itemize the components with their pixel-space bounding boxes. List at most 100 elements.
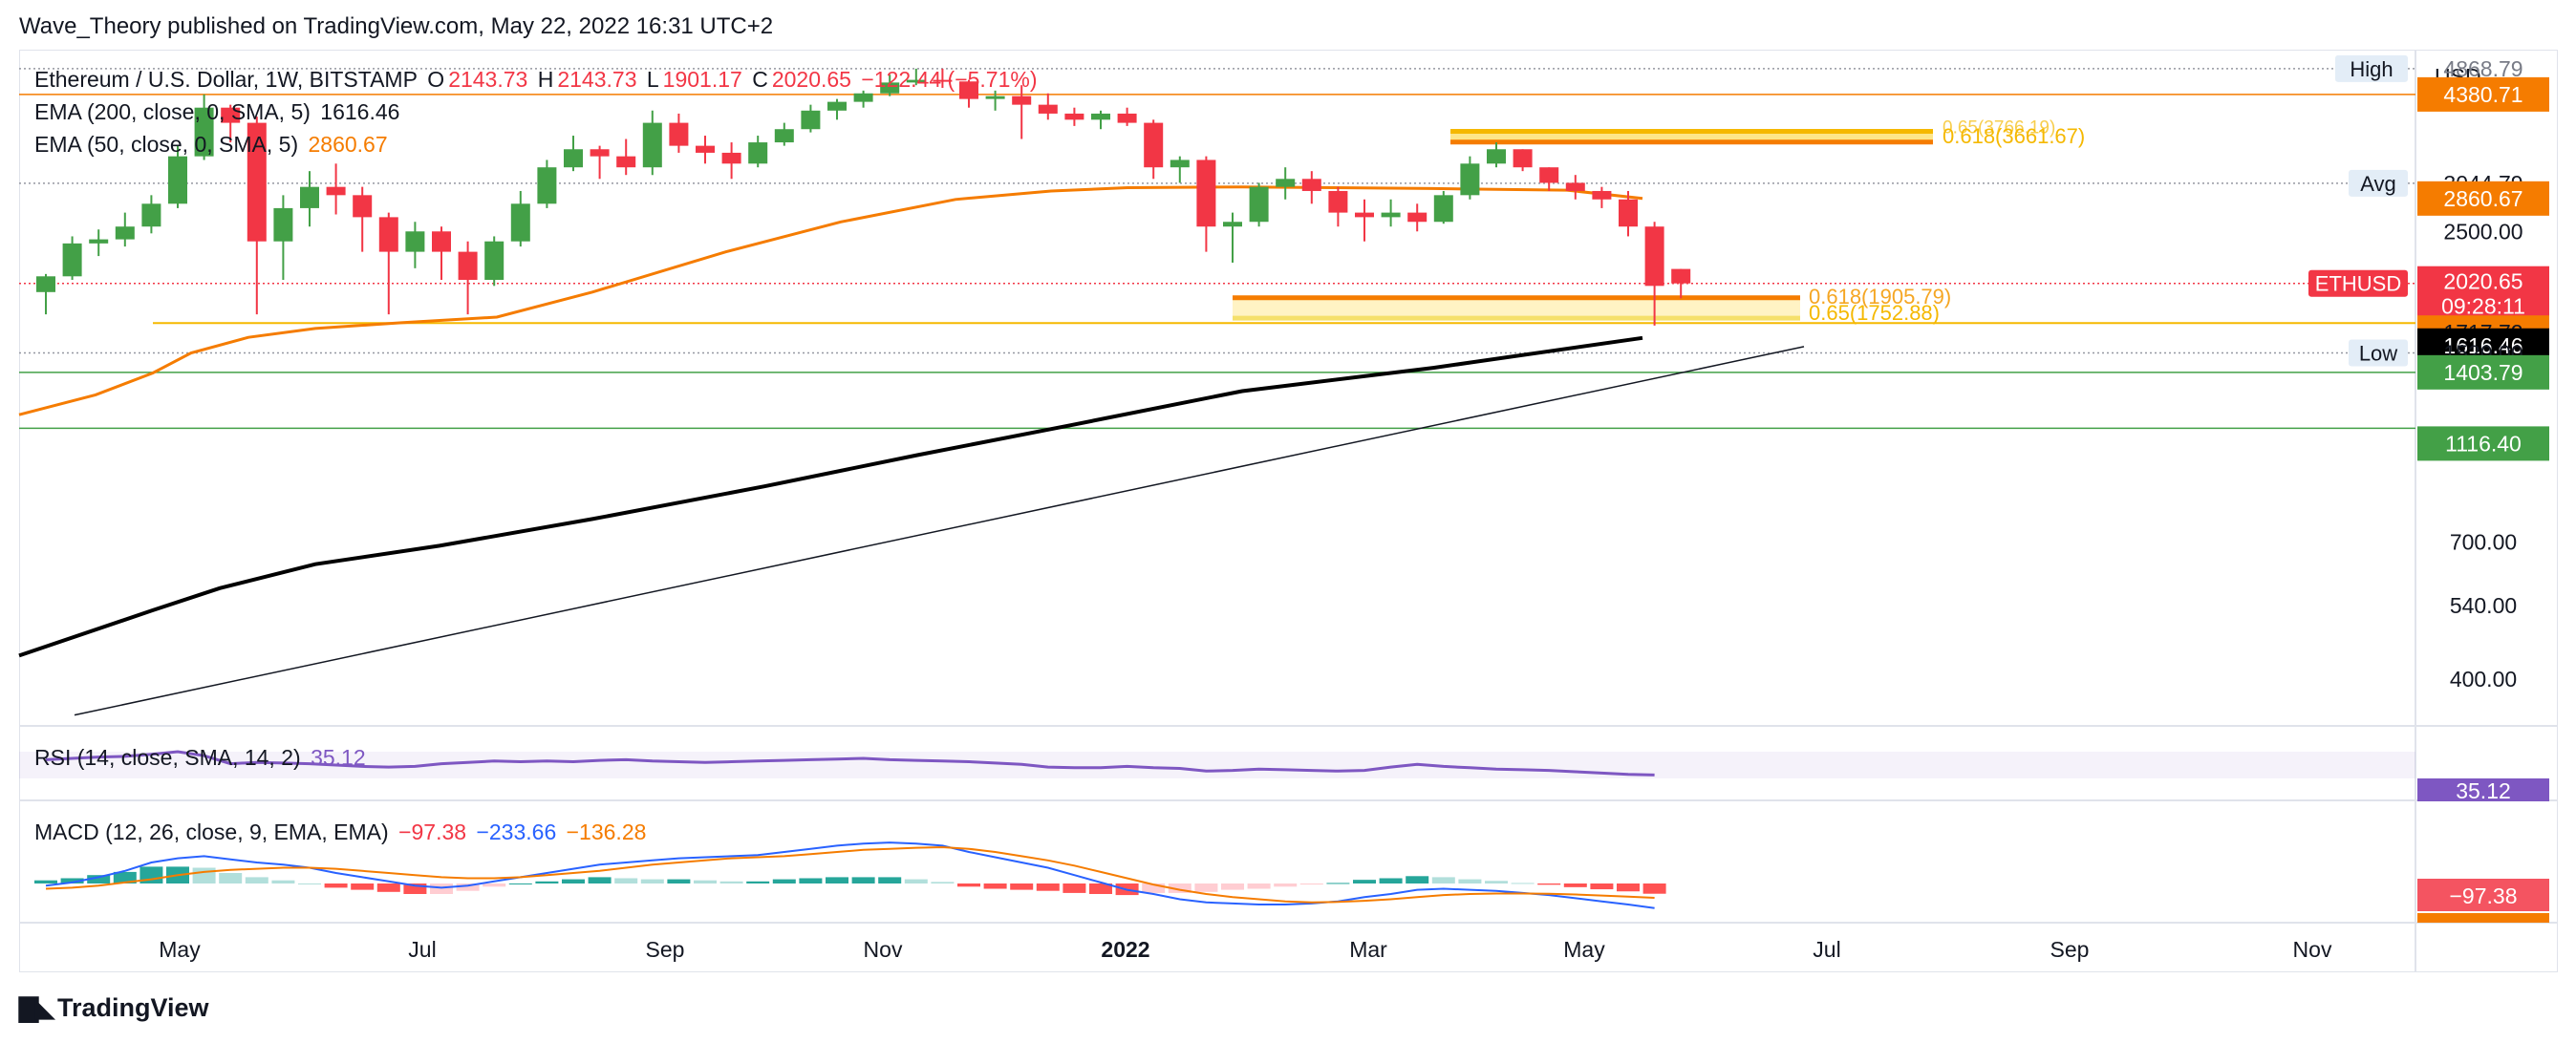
macd-histogram-bar <box>667 879 691 883</box>
macd-histogram-bar <box>376 883 400 892</box>
macd-histogram-bar <box>1221 883 1244 890</box>
green-price-tag-bg <box>2417 426 2549 461</box>
fib-label-upper: 0.618(3661.67) <box>1943 124 2085 148</box>
macd-histogram-bar <box>1063 883 1086 893</box>
ema50-legend: EMA (50, close, 0, SMA, 5) 2860.67 <box>34 132 392 158</box>
close-value: 2020.65 <box>771 67 851 92</box>
macd-histogram-bar <box>588 877 612 883</box>
candle-body <box>1487 149 1506 164</box>
macd-histogram-bar <box>219 873 243 883</box>
macd-histogram-bar <box>1194 883 1218 892</box>
candle-body <box>1671 268 1691 284</box>
trend-line <box>74 346 1805 716</box>
rsi-tag: 35.12 <box>2456 778 2511 803</box>
symbol-legend: Ethereum / U.S. Dollar, 1W, BITSTAMP O 21… <box>34 67 1041 93</box>
macd-histogram-bar <box>1247 883 1271 889</box>
macd-histogram-bar <box>1142 883 1166 893</box>
candle-body <box>36 276 55 292</box>
candle-body <box>1064 113 1084 120</box>
macd-histogram-bar <box>1299 883 1323 885</box>
candle-body <box>1091 113 1110 120</box>
candle-body <box>89 239 109 244</box>
rsi-line <box>45 750 1655 777</box>
candle-body <box>906 79 926 83</box>
footer-brand[interactable]: ▇◣ TradingView <box>19 993 209 1023</box>
macd-histogram-bar <box>904 879 928 883</box>
candle-body <box>696 145 715 153</box>
candle-body <box>827 101 847 111</box>
candle-body <box>405 231 425 252</box>
macd-histogram-bar <box>271 880 295 883</box>
macd-histogram-bar <box>1537 883 1561 885</box>
change-value: −122.44 (−5.71%) <box>861 67 1038 92</box>
high-tag: High <box>2350 57 2393 81</box>
ema50-line <box>18 185 1643 416</box>
x-tick-label: Jul <box>408 937 436 962</box>
ema50-price-tag-bg <box>2417 181 2549 216</box>
macd-histogram-bar <box>826 877 848 883</box>
candle-body <box>1644 226 1664 287</box>
candle-body <box>1328 190 1348 213</box>
candle-body <box>1355 212 1374 218</box>
candle-body <box>1301 179 1321 191</box>
macd-histogram-bar <box>1168 883 1191 893</box>
candle-body <box>642 122 662 168</box>
countdown-label: 09:28:11 <box>2441 294 2525 319</box>
publisher-line: Wave_Theory published on TradingView.com… <box>19 13 774 39</box>
candle-body <box>458 251 478 281</box>
avg-tag-bg <box>2349 169 2408 197</box>
orange-price-tag-bg <box>2417 76 2549 112</box>
macd-histogram-bar <box>983 883 1007 889</box>
candle-body <box>1513 149 1533 168</box>
macd-histogram-bar <box>87 875 111 883</box>
candle-body <box>62 243 82 277</box>
macd-tag-bg <box>2417 879 2549 911</box>
macd-histogram-bar <box>1431 877 1455 883</box>
macd-histogram-bar <box>430 883 453 894</box>
macd-histogram-bar <box>298 883 321 884</box>
candle-body <box>194 107 214 157</box>
green-price-tag: 1116.40 <box>2445 431 2522 456</box>
symbol-tag-bg <box>2308 269 2408 297</box>
candle-body <box>1565 182 1585 191</box>
fib-label-lower: 0.65(1752.88) <box>1809 301 1940 325</box>
last-price-label: 2020.65 <box>2443 269 2522 294</box>
candle-body <box>721 152 741 164</box>
macd-histogram-bar <box>34 880 57 883</box>
candle-body <box>537 167 557 204</box>
candle-body <box>1592 190 1612 200</box>
macd-histogram-bar <box>1353 880 1376 883</box>
candle-body <box>1460 163 1480 196</box>
chart-frame[interactable] <box>19 50 2558 972</box>
macd-histogram-bar <box>456 883 480 891</box>
x-tick-label: Nov <box>2293 937 2332 962</box>
ema50-value: 2860.67 <box>308 132 388 157</box>
macd-histogram-bar <box>1617 883 1640 892</box>
candle-body <box>247 122 267 242</box>
macd-histogram-bar <box>351 883 375 890</box>
macd-histogram-bar <box>957 883 980 887</box>
macd-histogram-bar <box>799 878 823 883</box>
macd-histogram-bar <box>535 881 559 883</box>
macd-histogram-bar <box>1563 883 1587 887</box>
symbol-title: Ethereum / U.S. Dollar, 1W, BITSTAMP <box>34 67 418 92</box>
candle-body <box>510 203 530 242</box>
macd-histogram-bar <box>113 871 137 883</box>
symbol-tag: ETHUSD <box>2315 272 2401 296</box>
rsi-label: RSI (14, close, SMA, 14, 2) <box>34 745 301 770</box>
orange-price-tag: 4380.71 <box>2443 82 2522 107</box>
avg-tag: Avg <box>2360 172 2396 196</box>
y-tick-label: 400.00 <box>2450 667 2517 692</box>
candle-body <box>959 81 978 99</box>
macd-histogram-bar <box>192 867 216 883</box>
last-price-tag-bg <box>2417 266 2549 320</box>
ema200-line <box>18 335 1643 658</box>
tradingview-logo-icon: ▇◣ <box>19 993 54 1022</box>
rsi-value: 35.12 <box>311 745 366 770</box>
macd-tag: −97.38 <box>2450 883 2518 908</box>
signal-value: −233.66 <box>476 820 557 844</box>
green-price-tag: 1403.79 <box>2443 360 2522 385</box>
candle-body <box>1381 212 1401 218</box>
high-price-label: 4868.79 <box>2443 56 2522 81</box>
